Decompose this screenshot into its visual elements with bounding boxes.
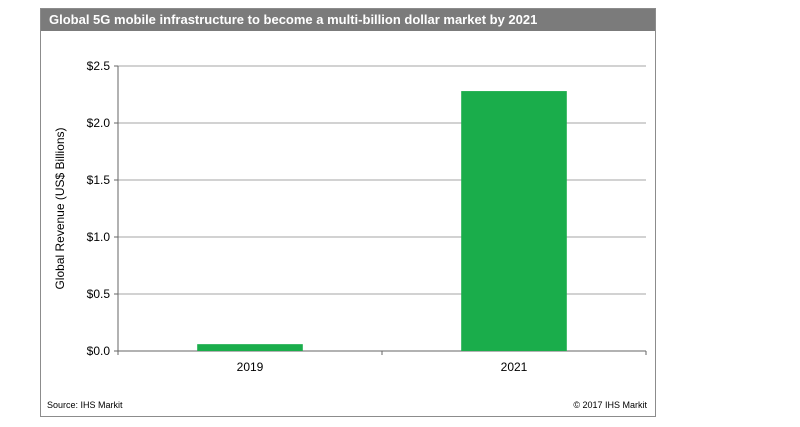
y-tick-label: $0.0 — [87, 344, 111, 358]
y-tick-label: $2.0 — [87, 116, 111, 130]
y-tick-label: $1.0 — [87, 230, 111, 244]
bar-2019 — [197, 344, 303, 351]
chart-title: Global 5G mobile infrastructure to becom… — [41, 9, 655, 31]
y-tick-label: $2.5 — [87, 59, 111, 73]
bar-chart: $0.0 $0.5 $1.0 $1.5 $2.0 $2.5 2019 2021 Global R… — [53, 59, 647, 374]
x-tick-label: 2019 — [237, 360, 264, 374]
y-tick-label: $0.5 — [87, 287, 111, 301]
y-tick-label: $1.5 — [87, 173, 111, 187]
source-note: Source: IHS Markit — [47, 400, 123, 410]
bar-2021 — [461, 91, 567, 351]
x-tick-label: 2021 — [501, 360, 528, 374]
y-axis-title: Global Revenue (US$ Billions) — [53, 127, 67, 289]
copyright-note: © 2017 IHS Markit — [573, 400, 647, 410]
chart-frame: Global 5G mobile infrastructure to becom… — [40, 8, 656, 417]
